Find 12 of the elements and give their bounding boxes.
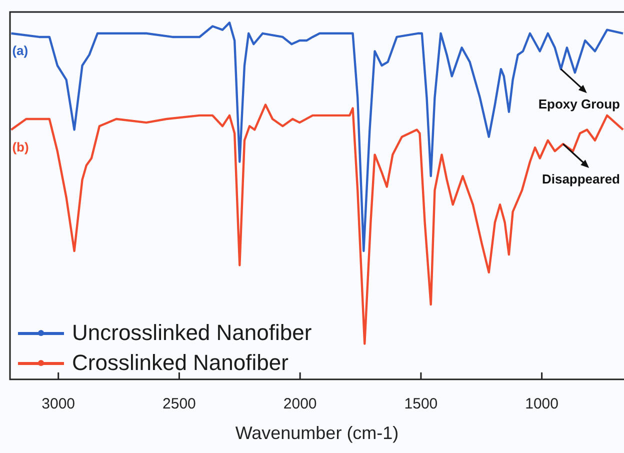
annotation: (b)	[12, 139, 29, 154]
x-tick-label: 1500	[404, 396, 438, 413]
legend-label: Crosslinked Nanofiber	[72, 350, 288, 376]
x-tick-label: 3000	[42, 396, 76, 413]
annotation: Epoxy Group	[538, 96, 620, 112]
x-tick-label: 2000	[283, 396, 317, 413]
annotation: Disappeared	[542, 172, 620, 187]
x-tick-label: 2500	[162, 396, 196, 413]
x-axis-title: Wavenumber (cm-1)	[235, 423, 399, 444]
x-tick-label: 1000	[525, 396, 558, 413]
legend-label: Uncrosslinked Nanofiber	[72, 320, 312, 346]
annotation: (a)	[12, 42, 28, 58]
